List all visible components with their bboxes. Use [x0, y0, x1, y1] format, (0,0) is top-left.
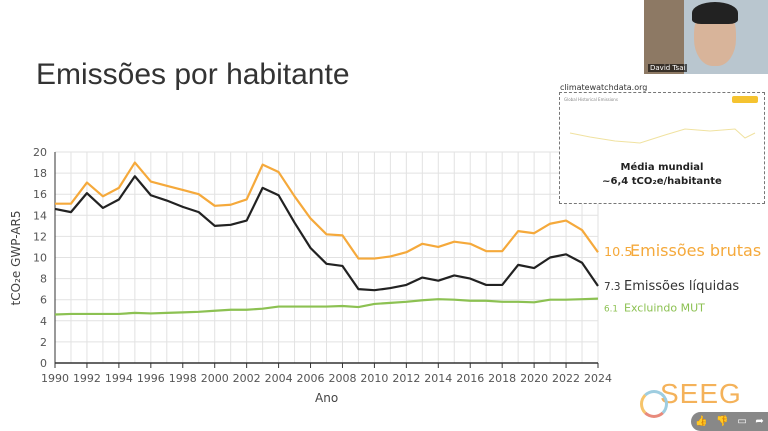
y-tick-label: 6 [40, 294, 47, 307]
y-tick-label: 2 [40, 336, 47, 349]
seeg-logo-text: SEEG [660, 378, 742, 409]
x-tick-label: 2020 [520, 372, 548, 385]
seeg-logo: SEEG [640, 378, 742, 418]
inset-screenshot: Global Historical Emissions Média mundia… [559, 92, 765, 204]
share-icon[interactable]: ➦ [755, 416, 764, 427]
y-tick-label: 10 [33, 252, 47, 265]
thumbs-up-icon[interactable]: 👍 [695, 416, 708, 427]
y-tick-label: 12 [33, 230, 47, 243]
x-tick-label: 2024 [584, 372, 612, 385]
seeg-logo-icon [640, 390, 668, 418]
x-tick-label: 2006 [297, 372, 325, 385]
series-line-2 [54, 297, 599, 316]
x-tick-label: 1992 [73, 372, 101, 385]
y-tick-label: 18 [33, 167, 47, 180]
x-tick-label: 2014 [424, 372, 452, 385]
video-actions-bar: 👍 👎 ▭ ➦ [691, 412, 768, 431]
x-tick-label: 1998 [169, 372, 197, 385]
inset-note-line2: ~6,4 tCO₂e/habitante [602, 176, 722, 187]
y-tick-label: 4 [40, 315, 47, 328]
x-tick-label: 1996 [137, 372, 165, 385]
x-tick-label: 2008 [328, 372, 356, 385]
series-line-0 [55, 161, 599, 260]
comment-icon[interactable]: ▭ [737, 416, 747, 427]
series-end-value: 7.3 [604, 281, 621, 293]
x-tick-label: 2000 [201, 372, 229, 385]
x-tick-label: 2004 [265, 372, 293, 385]
y-axis-label: tCO₂e GWP-AR5 [9, 211, 23, 306]
y-tick-label: 14 [33, 209, 47, 222]
x-tick-label: 2022 [552, 372, 580, 385]
y-tick-label: 8 [40, 273, 47, 286]
x-tick-label: 2018 [488, 372, 516, 385]
inset-button [732, 96, 758, 103]
y-tick-label: 16 [33, 188, 47, 201]
series-line-1 [54, 175, 599, 292]
series-end-value: 6.1 [604, 305, 618, 315]
thumbs-down-icon[interactable]: 👎 [716, 416, 729, 427]
slide-title: Emissões por habitante [36, 58, 350, 91]
y-tick-label: 20 [33, 146, 47, 159]
series-end-value: 10.5 [604, 245, 633, 260]
x-tick-label: 1990 [41, 372, 69, 385]
inset-title: Global Historical Emissions [564, 97, 618, 102]
inset-world-line [569, 128, 756, 144]
x-axis-label: Ano [315, 391, 338, 405]
inset-note-line1: Média mundial [620, 162, 704, 173]
series-name-label: Excluindo MUT [624, 302, 705, 315]
series-name-label: Emissões brutas [630, 241, 761, 260]
x-tick-label: 1994 [105, 372, 133, 385]
webcam-feed: David Tsai [644, 0, 768, 74]
x-tick-label: 2012 [392, 372, 420, 385]
y-tick-label: 0 [40, 357, 47, 370]
x-tick-label: 2016 [456, 372, 484, 385]
participant-name: David Tsai [648, 64, 688, 72]
series-name-label: Emissões líquidas [624, 279, 739, 294]
x-tick-label: 2002 [233, 372, 261, 385]
x-tick-label: 2010 [360, 372, 388, 385]
inset-source-url: climatewatchdata.org [560, 83, 648, 92]
